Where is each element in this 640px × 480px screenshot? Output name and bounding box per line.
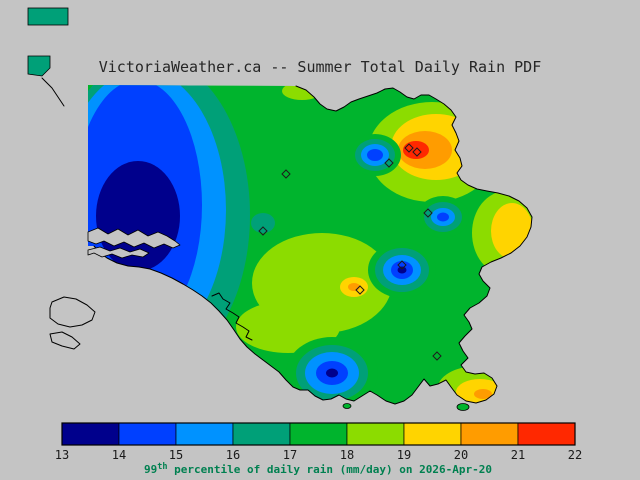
contour-region xyxy=(348,283,360,291)
contour-region xyxy=(251,213,275,233)
station-marker xyxy=(281,169,291,179)
station-markers xyxy=(258,143,442,361)
colorbar-tick-label: 15 xyxy=(169,448,183,462)
map-fragment-left xyxy=(27,55,51,77)
caption: 99th percentile of daily rain (mm/day) o… xyxy=(144,462,492,476)
small-island xyxy=(342,403,352,409)
contour-region xyxy=(367,149,383,161)
colorbar-tick-label: 18 xyxy=(340,448,354,462)
colorbar-tick-label: 14 xyxy=(112,448,126,462)
map-fragment-top-left xyxy=(27,7,69,26)
colorbar-tick-label: 22 xyxy=(568,448,582,462)
colorbar-segment xyxy=(403,422,462,446)
station-marker xyxy=(397,260,407,270)
contour-region xyxy=(474,389,492,399)
colorbar-tick-label: 17 xyxy=(283,448,297,462)
station-marker xyxy=(423,208,433,218)
station-marker xyxy=(384,158,394,168)
station-marker xyxy=(355,285,365,295)
contour-region xyxy=(437,212,449,222)
inlet-water xyxy=(87,246,150,259)
colorbar-tick-label: 13 xyxy=(55,448,69,462)
coastline xyxy=(93,85,533,405)
inlet-water xyxy=(87,227,181,249)
colorbar-segment xyxy=(289,422,348,446)
colorbar-segment xyxy=(118,422,177,446)
station-marker xyxy=(258,226,268,236)
offshore-land-fragment xyxy=(49,296,96,328)
small-island xyxy=(456,403,470,411)
colorbar-segment xyxy=(175,422,234,446)
station-marker xyxy=(404,143,414,153)
colorbar-segment xyxy=(517,422,576,446)
contour-region xyxy=(326,368,338,378)
colorbar-segment xyxy=(61,422,120,446)
colorbar-segment xyxy=(232,422,291,446)
chart-title: VictoriaWeather.ca -- Summer Total Daily… xyxy=(99,58,542,76)
colorbar-border xyxy=(61,422,576,446)
offshore-land-fragment xyxy=(49,331,81,350)
colorbar: 13 14 15 16 17 18 19 20 21 22 xyxy=(55,422,582,462)
colorbar-segment xyxy=(460,422,519,446)
colorbar-segment xyxy=(346,422,405,446)
colorbar-tick-label: 21 xyxy=(511,448,525,462)
coastline-fragment xyxy=(41,77,65,107)
inlet-channel xyxy=(211,292,253,341)
station-marker xyxy=(432,351,442,361)
colorbar-tick-label: 19 xyxy=(397,448,411,462)
contour-region-hotspot xyxy=(403,141,429,159)
station-marker xyxy=(412,147,422,157)
colorbar-tick-label: 16 xyxy=(226,448,240,462)
contour-region xyxy=(397,266,407,274)
colorbar-tick-label: 20 xyxy=(454,448,468,462)
